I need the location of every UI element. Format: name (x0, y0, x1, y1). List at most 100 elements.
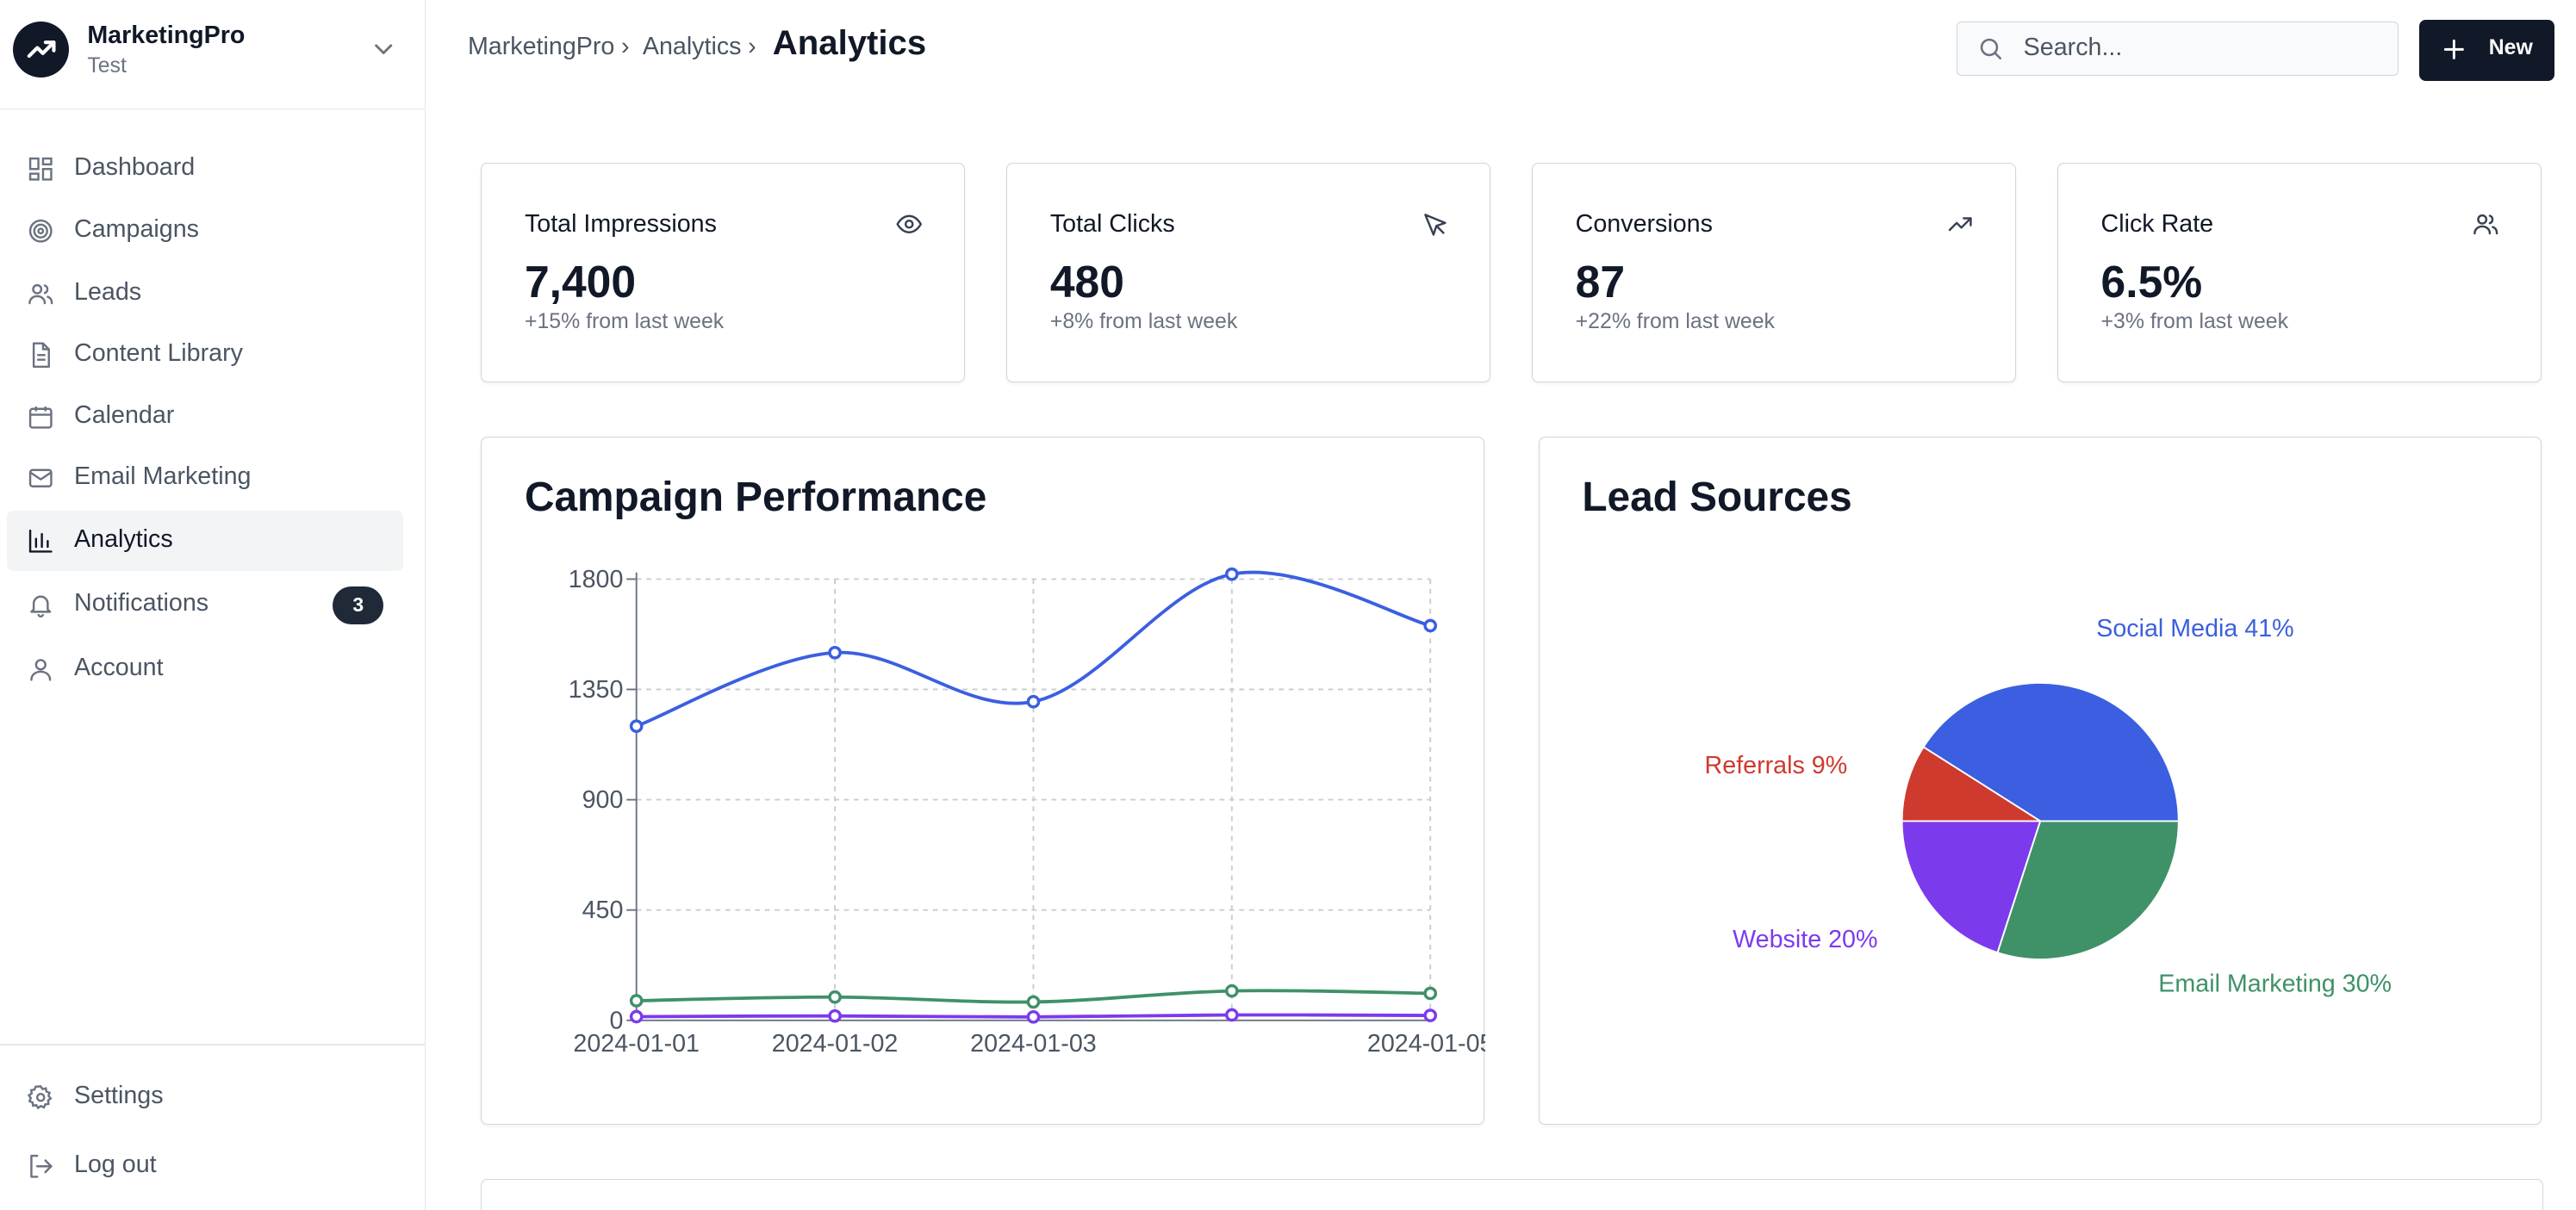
sidebar-item-campaigns[interactable]: Campaigns (7, 201, 404, 262)
sidebar-item-dashboard[interactable]: Dashboard (7, 139, 404, 200)
sidebar-item-leads[interactable]: Leads (7, 264, 404, 325)
target-icon (28, 220, 53, 243)
y-tick-label: 900 (582, 786, 624, 814)
data-point (1026, 995, 1041, 1008)
stat-card-clicks: Total Clicks 480 +8% from last week (1006, 163, 1491, 382)
sidebar-item-label: Campaigns (74, 215, 199, 244)
lead-sources-chart: Social Media 41% Referrals 9% Website 20% E… (1704, 615, 2392, 998)
data-point (1225, 1008, 1239, 1021)
sidebar-item-label: Analytics (74, 524, 173, 553)
eye-icon (896, 214, 923, 233)
stat-value: 480 (1049, 257, 1124, 307)
sidebar-item-label: Content Library (74, 338, 243, 367)
stat-title: Conversions (1575, 209, 1713, 238)
grid-icon (28, 157, 53, 181)
data-point (630, 993, 644, 1008)
pie-slice (1901, 745, 2044, 822)
sidebar-item-account[interactable]: Account (7, 639, 404, 700)
data-point (1225, 567, 1239, 581)
pie-slice-label: Email Marketing 30% (2158, 970, 2392, 997)
stat-value: 87 (1575, 257, 1626, 307)
sidebar-item-analytics[interactable]: Analytics (6, 510, 404, 572)
stat-title: Total Clicks (1049, 209, 1175, 238)
chart-title: Campaign Performance (524, 474, 987, 520)
bar-chart-icon (28, 529, 53, 553)
chevron-down-icon[interactable] (369, 34, 398, 64)
sidebar-item-label: Calendar (74, 401, 175, 430)
stat-card-conversions: Conversions 87 +22% from last week (1531, 163, 2017, 382)
pie-slice (1901, 820, 2042, 954)
data-point (1225, 984, 1239, 998)
bell-icon (29, 595, 51, 618)
calendar-icon (28, 406, 53, 430)
sidebar-item-log-out[interactable]: Log out (7, 1136, 404, 1197)
campaign-performance-chart: 0 450 900 1350 1800 2024-01-01 2024-01-02 2024-… (569, 566, 1485, 1058)
sidebar-item-label: Leads (74, 278, 142, 307)
data-point (1423, 986, 1438, 1000)
data-point (828, 990, 843, 1004)
stat-change: +22% from last week (1575, 310, 1775, 334)
trending-up-icon (1948, 217, 1972, 232)
data-point (630, 718, 644, 733)
cursor-icon (1424, 213, 1447, 236)
y-tick-label: 450 (582, 897, 624, 924)
data-point (828, 1008, 843, 1023)
pie-slice-label: Website 20% (1733, 926, 1877, 953)
file-icon (32, 342, 50, 368)
lead-sources-card: Lead Sources Social Media 41% Referrals 9… (1538, 436, 2542, 1125)
search-input[interactable] (2023, 22, 2386, 74)
search-box[interactable] (1957, 21, 2399, 76)
y-tick-label: 1800 (569, 566, 624, 593)
users-icon (2473, 214, 2498, 235)
search-icon (1980, 38, 2002, 60)
page-title: Analytics (772, 22, 927, 62)
breadcrumb-separator: › (748, 32, 756, 60)
pie-slice (1995, 820, 2180, 960)
breadcrumb-link-marketingpro[interactable]: MarketingPro (467, 32, 615, 60)
stat-change: +15% from last week (524, 310, 725, 334)
notification-count-badge: 3 (333, 586, 384, 624)
user-icon (29, 659, 51, 681)
breadcrumb-separator: › (621, 32, 630, 60)
sidebar-item-label: Log out (74, 1151, 157, 1179)
stat-title: Total Impressions (524, 209, 717, 238)
breadcrumb-link-analytics[interactable]: Analytics (642, 32, 742, 60)
mail-icon (28, 468, 53, 488)
stat-title: Click Rate (2100, 209, 2214, 238)
gear-icon (27, 1085, 53, 1110)
stat-change: +8% from last week (1049, 310, 1238, 334)
chart-title: Lead Sources (1582, 474, 1852, 520)
brand-switcher[interactable]: MarketingPro Test (0, 0, 426, 110)
stat-card-impressions: Total Impressions 7,400 +15% from last w… (481, 163, 966, 382)
sidebar-item-notifications[interactable]: Notifications 3 (7, 574, 404, 636)
pie-slice-label: Referrals 9% (1704, 752, 1847, 779)
sidebar-item-content-library[interactable]: Content Library (7, 325, 404, 386)
new-button-label: New (2488, 36, 2533, 60)
sidebar-item-label: Email Marketing (74, 462, 252, 491)
sidebar-divider (0, 1044, 426, 1046)
bottom-card (481, 1178, 2543, 1210)
campaign-performance-card: Campaign Performance 0 450 900 1350 1800 2024… (481, 436, 1485, 1125)
plus-icon (2444, 39, 2465, 59)
sidebar-item-email-marketing[interactable]: Email Marketing (7, 448, 404, 509)
sidebar-item-label: Account (74, 653, 164, 681)
data-point (1026, 1009, 1041, 1024)
pie-slice-label: Social Media 41% (2096, 615, 2293, 642)
sidebar-item-settings[interactable]: Settings (7, 1067, 404, 1128)
trending-up-icon (13, 21, 70, 78)
x-tick-label: 2024-01-02 (772, 1030, 899, 1058)
new-button[interactable]: New (2419, 19, 2555, 81)
x-tick-label: 2024-01-03 (970, 1030, 1097, 1058)
x-tick-label: 2024-01-05 (1367, 1030, 1484, 1058)
sidebar-item-label: Dashboard (74, 152, 196, 181)
data-point (1423, 618, 1438, 632)
sidebar-item-calendar[interactable]: Calendar (7, 387, 404, 448)
brand-subtitle: Test (87, 54, 127, 78)
sidebar-item-label: Notifications (74, 589, 209, 617)
y-tick-label: 0 (610, 1007, 624, 1034)
stat-card-click-rate: Click Rate 6.5% +3% from last week (2056, 163, 2542, 382)
data-point (1026, 694, 1041, 709)
data-point (1423, 1008, 1438, 1022)
sidebar-item-label: Settings (74, 1082, 164, 1110)
breadcrumb: MarketingPro › Analytics › Analytics (468, 23, 926, 76)
